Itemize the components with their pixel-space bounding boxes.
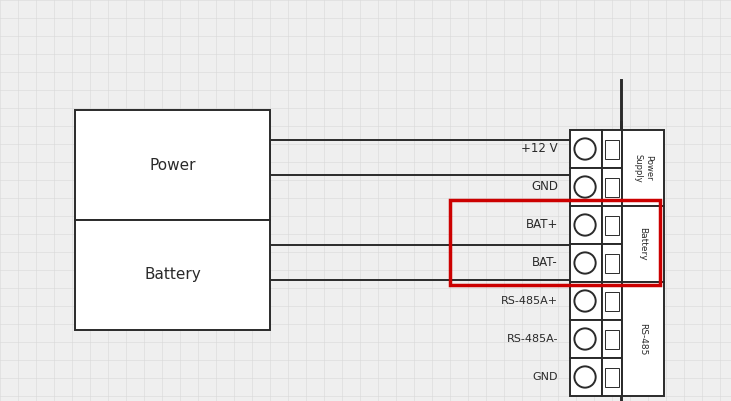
Bar: [450, 200, 660, 285]
Circle shape: [575, 328, 596, 350]
Bar: [605, 215, 619, 235]
Bar: [605, 367, 619, 387]
Bar: [622, 206, 664, 282]
Text: BAT-: BAT-: [532, 257, 558, 269]
Bar: [605, 292, 619, 310]
Bar: [602, 130, 622, 168]
Bar: [602, 168, 622, 206]
Text: GND: GND: [531, 180, 558, 194]
Text: +12 V: +12 V: [521, 142, 558, 156]
Circle shape: [575, 252, 596, 273]
Bar: [602, 358, 622, 396]
Bar: [605, 178, 619, 196]
Bar: [570, 168, 602, 206]
Bar: [602, 244, 622, 282]
Bar: [622, 282, 664, 396]
Text: Battery: Battery: [144, 267, 201, 282]
Bar: [605, 330, 619, 348]
Text: RS-485A+: RS-485A+: [501, 296, 558, 306]
Text: RS-485A-: RS-485A-: [507, 334, 558, 344]
Bar: [570, 244, 602, 282]
Bar: [605, 253, 619, 273]
Bar: [75, 220, 270, 330]
Bar: [570, 130, 602, 168]
Bar: [602, 206, 622, 244]
Text: RS-485: RS-485: [638, 323, 648, 355]
Bar: [75, 110, 270, 220]
Circle shape: [575, 138, 596, 160]
Bar: [570, 358, 602, 396]
Bar: [602, 282, 622, 320]
Circle shape: [575, 290, 596, 312]
Bar: [622, 130, 664, 206]
Circle shape: [575, 367, 596, 388]
Text: BAT+: BAT+: [526, 219, 558, 231]
Circle shape: [575, 215, 596, 236]
Bar: [602, 320, 622, 358]
Bar: [570, 206, 602, 244]
Bar: [570, 282, 602, 320]
Circle shape: [575, 176, 596, 198]
Text: GND: GND: [532, 372, 558, 382]
Text: Power: Power: [149, 158, 196, 172]
Bar: [605, 140, 619, 158]
Text: Battery: Battery: [638, 227, 648, 261]
Bar: [570, 320, 602, 358]
Text: Power
Supply: Power Supply: [633, 154, 653, 182]
